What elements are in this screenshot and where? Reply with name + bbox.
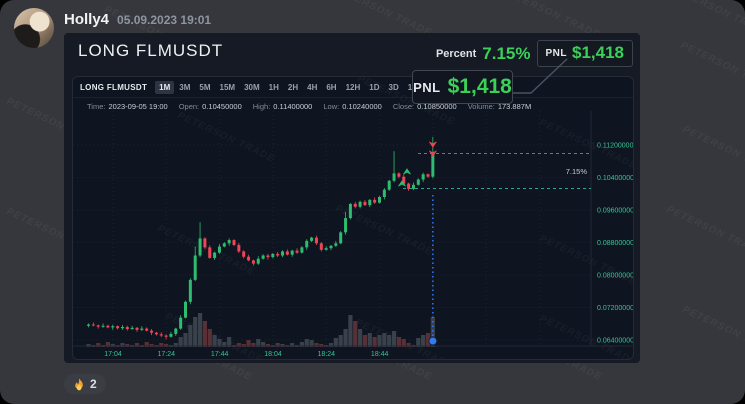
x-axis-label: 18:24	[318, 351, 336, 358]
percent-value: 7.15%	[482, 43, 531, 63]
exit-marker-arrow	[429, 141, 437, 148]
pnl-callout: PNL $1,418	[412, 70, 513, 104]
y-axis-label: 0.10400000	[597, 175, 634, 182]
timeframe-button-12h-9[interactable]: 12H	[345, 82, 361, 92]
watermark-text: PETERSON TRADE	[680, 304, 745, 359]
exit-marker-arrow	[429, 150, 437, 157]
timeframe-button-4h-7[interactable]: 4H	[307, 82, 318, 92]
pnl-label: PNL	[545, 47, 567, 59]
timeframe-button-30m-4[interactable]: 30M	[244, 82, 260, 92]
timeframe-button-5m-2[interactable]: 5M	[199, 82, 211, 92]
x-axis-label: 18:04	[264, 351, 282, 358]
ohlc-info-row: Time: 2023-09-05 19:00 Open: 0.10450000 High…	[87, 102, 531, 111]
trade-title: LONG FLMUSDT	[78, 41, 224, 60]
y-axis-label: 0.07200000	[597, 305, 634, 312]
x-axis-label: 17:04	[104, 351, 122, 358]
y-axis-label: 0.08800000	[597, 240, 634, 247]
pnl-header: Percent 7.15% PNL $1,418	[436, 40, 633, 67]
avatar[interactable]	[14, 8, 54, 48]
y-axis-label: 0.08000000	[597, 273, 634, 280]
pnl-callout-value: $1,418	[447, 75, 512, 98]
entry-marker-arrow	[403, 168, 411, 175]
x-axis-label: 17:44	[211, 351, 229, 358]
timeframe-button-1m-0[interactable]: 1M	[155, 80, 175, 94]
pnl-value: $1,418	[572, 43, 624, 62]
watermark-text: PETERSON TRADE	[664, 204, 745, 259]
entry-marker-arrow	[398, 180, 406, 187]
pnl-callout-label: PNL	[413, 79, 441, 95]
flame-icon	[75, 378, 83, 390]
y-axis-label: 0.11200000	[597, 143, 634, 150]
callout-leader-line	[512, 58, 568, 94]
info-item: Volume: 173.887M	[467, 102, 532, 111]
percent-label: Percent	[435, 47, 477, 60]
info-item: Close: 0.10850000	[392, 102, 457, 111]
reaction-count: 2	[90, 377, 97, 391]
info-item: Time: 2023-09-05 19:00	[87, 102, 168, 111]
username[interactable]: Holly4	[64, 11, 110, 28]
timeframe-button-15m-3[interactable]: 15M	[219, 82, 236, 92]
candlestick-plot: 0.11200000 0.10400000 0.09600000 0.08800000…	[73, 111, 634, 358]
timeframe-button-6h-8[interactable]: 6H	[326, 82, 337, 92]
pnl-header-box: PNL $1,418	[536, 40, 633, 67]
x-axis-label: 17:24	[158, 351, 176, 358]
message-header: Holly4 05.09.2023 19:01	[64, 11, 211, 28]
watermark-text: PETERSON TRADE	[670, 0, 745, 39]
chart-toolbar: LONG FLMUSDT 1M 3M 5M 15M 30M 1H 2H 4H 6H 12H 1D 3D…	[73, 77, 633, 98]
timeframe-button-1d-10[interactable]: 1D	[369, 82, 380, 92]
y-axis-label: 0.06400000	[597, 338, 634, 345]
exit-point-dot	[428, 336, 438, 346]
timestamp: 05.09.2023 19:01	[117, 13, 212, 27]
reaction-pill[interactable]: 2	[64, 374, 106, 394]
timeframe-button-3d-11[interactable]: 3D	[388, 82, 399, 92]
x-axis-label: 18:44	[371, 351, 389, 358]
info-item: Open: 0.10450000	[178, 102, 242, 111]
timeframe-button-3m-1[interactable]: 3M	[179, 82, 191, 92]
watermark-text: PETERSON TRADE	[678, 40, 745, 95]
timeframe-button-1h-5[interactable]: 1H	[268, 82, 279, 92]
watermark-text: PETERSON TRADE	[680, 124, 745, 179]
timeframe-button-2h-6[interactable]: 2H	[287, 82, 299, 92]
trade-embed: LONG FLMUSDT Percent 7.15% PNL $1,418 PE…	[64, 33, 640, 363]
info-item: High: 0.11400000	[252, 102, 313, 111]
chart-symbol: LONG FLMUSDT	[80, 82, 148, 92]
y-axis-label: 0.09600000	[597, 208, 634, 215]
info-item: Low: 0.10240000	[323, 102, 382, 111]
percent-annotation: 7.15%	[566, 167, 588, 176]
